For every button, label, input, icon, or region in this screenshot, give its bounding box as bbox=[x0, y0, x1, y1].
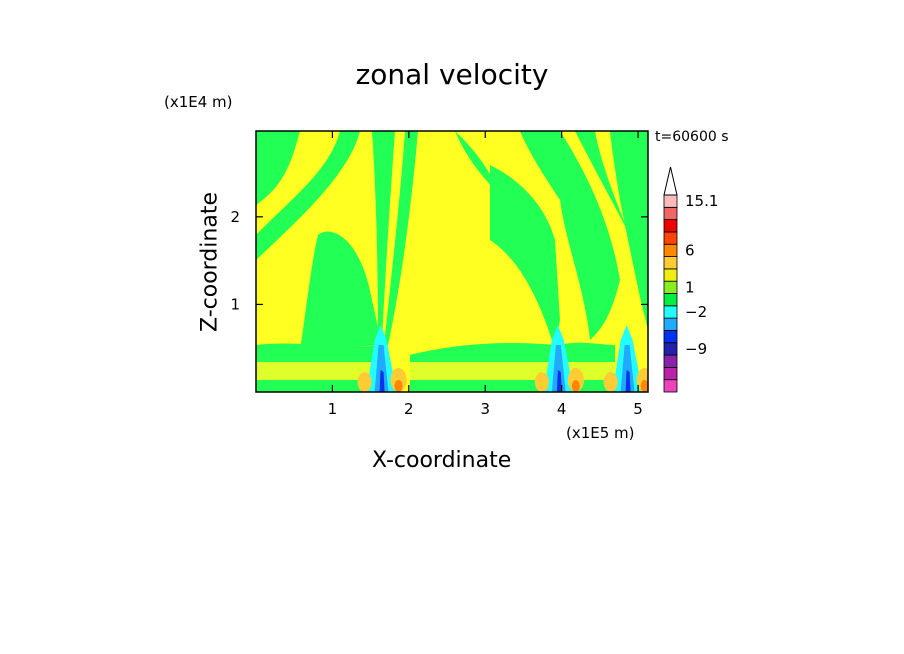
mountain-deepblue-region bbox=[625, 370, 631, 392]
colorbar-segment bbox=[663, 231, 678, 245]
yellow-band bbox=[256, 362, 648, 380]
colorbar-segment bbox=[663, 280, 678, 294]
colorbar-segment bbox=[663, 219, 678, 233]
green-region bbox=[610, 131, 648, 330]
mountain-darkorange-region bbox=[394, 380, 403, 392]
colorbar-segment bbox=[663, 354, 678, 368]
y-tick-label: 2 bbox=[230, 208, 240, 226]
mountain-orange-region bbox=[534, 372, 549, 392]
plot-frame bbox=[255, 130, 649, 393]
colorbar-extend-arrow bbox=[663, 166, 678, 196]
colorbar-segment bbox=[663, 366, 678, 381]
colorbar-segment bbox=[663, 379, 678, 393]
time-label: t=60600 s bbox=[655, 129, 729, 145]
x-tick-label: 4 bbox=[557, 400, 567, 418]
mountain-darkorange-region bbox=[640, 380, 648, 392]
colorbar-segment bbox=[663, 305, 678, 319]
colorbar-segment bbox=[663, 293, 678, 307]
colorbar-segment bbox=[663, 342, 678, 356]
colorbar-segment bbox=[663, 243, 678, 257]
green-region bbox=[300, 231, 382, 350]
green-region bbox=[455, 131, 500, 195]
green-region bbox=[384, 131, 418, 345]
colorbar-label: 6 bbox=[685, 241, 695, 259]
mountain-darkorange-region bbox=[571, 380, 580, 392]
chart-title: zonal velocity bbox=[355, 58, 549, 91]
x-tick-label: 5 bbox=[633, 400, 643, 418]
colorbar-segment bbox=[663, 256, 678, 270]
colorbar-label: 15.1 bbox=[685, 192, 718, 210]
mountain-blue-region bbox=[374, 345, 389, 392]
mountain-orange-region bbox=[603, 372, 618, 392]
colorbar-label: −9 bbox=[685, 340, 707, 358]
mountain-blue-region bbox=[620, 345, 635, 392]
green-region bbox=[575, 131, 632, 240]
green-region bbox=[256, 131, 360, 260]
mountain-deepblue-region bbox=[379, 370, 385, 392]
colorbar-label: −2 bbox=[685, 303, 707, 321]
x-axis-label: X-coordinate bbox=[372, 448, 512, 473]
mountain-deepblue-region bbox=[556, 370, 562, 392]
x-tick-label: 2 bbox=[404, 400, 414, 418]
velocity-field bbox=[256, 131, 648, 392]
colorbar-segment bbox=[663, 317, 678, 331]
y-tick-label: 1 bbox=[230, 295, 240, 313]
colorbar-segment bbox=[663, 206, 678, 221]
colorbar-segment bbox=[663, 330, 678, 344]
mountain-orange-region bbox=[357, 372, 372, 392]
x-axis-unit: (x1E5 m) bbox=[566, 424, 635, 442]
x-tick-label: 1 bbox=[328, 400, 338, 418]
mountain-blue-region bbox=[551, 345, 566, 392]
y-axis-unit: (x1E4 m) bbox=[164, 93, 233, 111]
x-tick-label: 3 bbox=[480, 400, 490, 418]
green-region bbox=[372, 131, 395, 340]
green-region bbox=[256, 131, 300, 205]
colorbar-label: 1 bbox=[685, 278, 695, 296]
colorbar-segment bbox=[663, 268, 678, 282]
colorbar-segment bbox=[663, 194, 678, 208]
green-region bbox=[520, 131, 620, 340]
green-region bbox=[490, 165, 560, 350]
